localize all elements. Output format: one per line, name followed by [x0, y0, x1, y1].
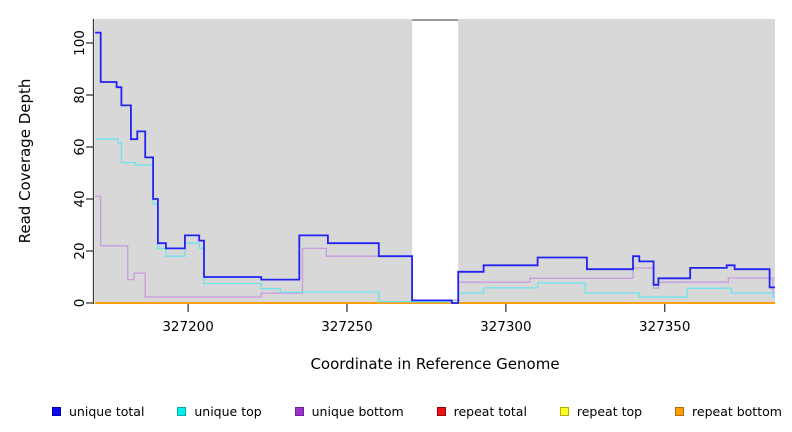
y-tick-label: 100 [72, 30, 88, 56]
legend-label: unique total [69, 403, 145, 419]
legend-swatch-icon [52, 406, 61, 416]
legend-item-repeat-bottom: repeat bottom [675, 404, 782, 419]
legend-item-unique-bottom: unique bottom [294, 403, 404, 419]
plot-panel [95, 19, 775, 304]
series-unique-total [95, 31, 775, 304]
x-tick-label: 327300 [480, 319, 532, 335]
legend-item-unique-top: unique top [177, 403, 262, 419]
x-axis-title: Coordinate in Reference Genome [310, 355, 559, 373]
axis-layer: 0 20 40 60 80 100 327200 327250 327300 327350 [72, 19, 691, 335]
y-tick-label: 60 [72, 138, 88, 155]
y-tick-label: 40 [72, 190, 88, 207]
legend-swatch-icon [177, 406, 187, 416]
y-tick-label: 20 [72, 242, 88, 259]
legend-swatch-icon [559, 406, 569, 416]
legend-swatch-icon [436, 406, 446, 416]
plot-svg: 0 20 40 60 80 100 327200 327250 327300 327350 Coo… [16, 19, 775, 373]
legend-label: repeat top [576, 403, 643, 419]
legend-label: unique top [194, 403, 262, 419]
legend-item-repeat-top: repeat top [559, 403, 643, 419]
chart-legend: unique total unique top unique bottom repea… [0, 396, 792, 426]
legend-item-repeat-total: repeat total [436, 403, 527, 419]
series-layer [95, 31, 775, 304]
x-tick-label: 327200 [162, 319, 214, 335]
legend-swatch-icon [675, 406, 685, 416]
legend-label: repeat total [453, 403, 527, 419]
y-axis-title: Read Coverage Depth [16, 79, 34, 244]
coverage-chart: 0 20 40 60 80 100 327200 327250 327300 327350 Coo… [16, 19, 775, 373]
x-tick-label: 327250 [321, 319, 373, 335]
x-tick-label: 327350 [639, 319, 691, 335]
y-tick-label: 0 [72, 299, 88, 308]
legend-label: repeat bottom [692, 403, 782, 419]
masked-region [412, 21, 459, 304]
legend-label: unique bottom [311, 403, 404, 419]
legend-swatch-icon [294, 406, 304, 416]
legend-item-unique-total: unique total [52, 404, 144, 419]
y-tick-label: 80 [72, 86, 88, 103]
